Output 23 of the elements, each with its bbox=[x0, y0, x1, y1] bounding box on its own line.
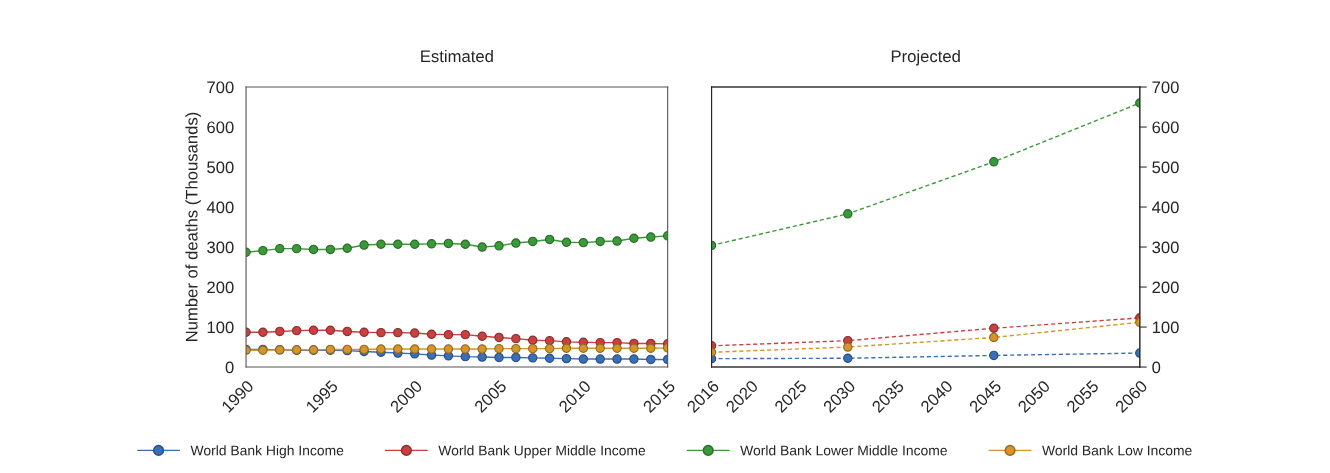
y-tick-label: 700 bbox=[207, 81, 234, 94]
chart-title: Projected bbox=[891, 49, 960, 66]
chart-title: Estimated bbox=[421, 49, 493, 63]
y2-tick-label: 0 bbox=[1152, 361, 1161, 374]
legend-label: World Bank Lower Middle Income bbox=[740, 445, 947, 456]
legend-label: World Bank Upper Middle Income bbox=[438, 445, 646, 459]
legend-label: World Bank Low Income bbox=[1042, 445, 1192, 456]
y-axis-title: Number of deaths (Thousands) bbox=[185, 112, 201, 341]
y-tick-label: 0 bbox=[225, 361, 234, 374]
y2-tick-label: 100 bbox=[1152, 321, 1179, 334]
y-tick-label: 300 bbox=[207, 241, 234, 254]
legend-label: World Bank High Income bbox=[190, 445, 344, 459]
y-tick-label: 200 bbox=[207, 281, 234, 294]
y2-tick-label: 700 bbox=[1152, 81, 1179, 94]
y2-tick-label: 300 bbox=[1152, 241, 1179, 254]
y2-tick-label: 500 bbox=[1152, 161, 1179, 174]
y-tick-label: 500 bbox=[207, 161, 234, 174]
y2-tick-label: 200 bbox=[1152, 281, 1179, 294]
y-tick-label: 400 bbox=[206, 201, 234, 214]
y2-tick-label: 400 bbox=[1152, 201, 1179, 214]
y-tick-label: 600 bbox=[207, 121, 234, 134]
y-tick-label: 100 bbox=[207, 321, 234, 334]
y2-tick-label: 600 bbox=[1152, 121, 1179, 134]
